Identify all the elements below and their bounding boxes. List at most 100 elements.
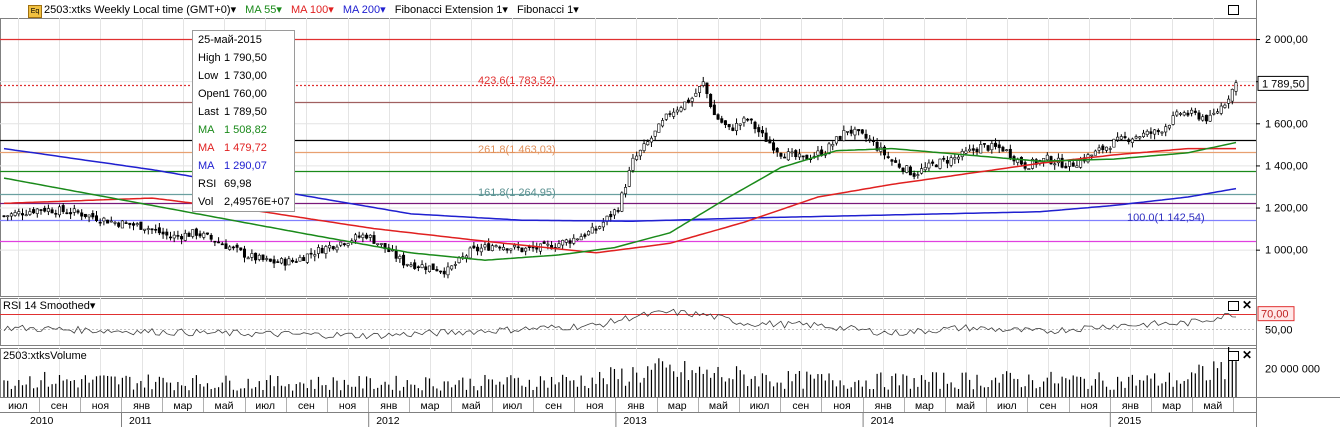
x-month-label: янв <box>875 400 892 412</box>
candle-body <box>664 113 668 120</box>
x-month-label: янв <box>133 400 150 412</box>
ma200-label[interactable]: MA 200 <box>342 4 381 16</box>
candle-body <box>1197 112 1201 120</box>
candle-body <box>790 151 794 154</box>
candle-body <box>472 245 476 249</box>
candle-body <box>194 228 198 236</box>
candle-body <box>261 254 265 261</box>
candle-body <box>857 129 861 132</box>
candle-body <box>938 158 942 169</box>
tooltip-row: MA 1 290,07 <box>198 160 267 172</box>
ma55-dropdown-icon[interactable]: ▾ <box>276 4 282 16</box>
candle-body <box>9 213 13 217</box>
candle-body <box>394 250 398 259</box>
rsi-value-tag <box>1257 306 1295 322</box>
candle-body <box>139 221 143 230</box>
candle-body <box>368 234 372 238</box>
candle-body <box>1175 111 1179 116</box>
x-month-label: ноя <box>1081 400 1098 412</box>
candle-body <box>672 111 676 117</box>
candle-body <box>1138 136 1142 139</box>
candle-body <box>50 209 54 214</box>
candle-body <box>76 210 80 213</box>
x-month-label: сен <box>51 400 68 412</box>
x-month-label: ноя <box>833 400 850 412</box>
fibonacci-dropdown-icon[interactable]: ▾ <box>573 4 579 16</box>
candle-body <box>213 240 217 243</box>
candle-body <box>191 229 195 237</box>
x-month-label: июл <box>503 400 523 412</box>
rsi-panel-title[interactable]: RSI 14 Smoothed▾ <box>3 300 96 312</box>
candle-body <box>649 137 653 143</box>
maximize-icon[interactable] <box>1228 5 1239 15</box>
candle-body <box>846 131 850 133</box>
volume-maximize-icon[interactable] <box>1228 351 1239 361</box>
candle-body <box>794 150 798 157</box>
candle-body <box>1001 146 1005 152</box>
x-month-label: май <box>215 400 234 412</box>
candle-body <box>416 266 420 268</box>
candle-body <box>20 213 24 216</box>
x-month-label: мар <box>1162 400 1181 412</box>
ma100-dropdown-icon[interactable]: ▾ <box>328 4 334 16</box>
candle-body <box>257 254 261 260</box>
candle-body <box>546 243 550 246</box>
candle-body <box>180 236 184 240</box>
candle-body <box>1164 126 1168 133</box>
candle-body <box>831 144 835 147</box>
data-tooltip: 25-май-2015 High 1 790,50 Low 1 730,00 Open 1… <box>192 30 295 212</box>
fib-extension-label[interactable]: Fibonacci Extension 1 <box>394 4 503 16</box>
candle-body <box>720 118 724 123</box>
candle-body <box>431 263 435 270</box>
ma100-label[interactable]: MA 100 <box>290 4 329 16</box>
candle-body <box>365 234 369 239</box>
candle-body <box>575 238 579 241</box>
candle-body <box>357 235 361 238</box>
candle-body <box>616 210 620 212</box>
candle-body <box>146 228 150 230</box>
ma55-label[interactable]: MA 55 <box>245 4 277 16</box>
candle-body <box>43 207 47 212</box>
x-year-label: 2012 <box>376 415 400 427</box>
candle-body <box>353 234 357 241</box>
candle-body <box>1123 136 1127 139</box>
rsi-maximize-icon[interactable] <box>1228 301 1239 311</box>
candle-body <box>1093 150 1097 156</box>
x-year-label: 2015 <box>1118 415 1142 427</box>
fibonacci-label[interactable]: Fibonacci 1 <box>516 4 574 16</box>
candle-body <box>143 228 147 231</box>
candle-body <box>1208 114 1212 122</box>
rsi-close-icon[interactable]: ✕ <box>1242 298 1253 312</box>
volume-tick-label: 20 000 000 <box>1265 363 1320 375</box>
candle-body <box>701 81 705 86</box>
candle-body <box>638 149 642 157</box>
candle-body <box>635 155 639 160</box>
candle-body <box>1193 110 1197 113</box>
fib-extension-dropdown-icon[interactable]: ▾ <box>502 4 508 16</box>
candle-body <box>1075 165 1079 168</box>
tooltip-row: RSI 69,98 <box>198 178 252 190</box>
volume-close-icon[interactable]: ✕ <box>1242 348 1253 362</box>
dropdown-icon[interactable]: ▾ <box>230 4 237 16</box>
candle-body <box>1219 105 1223 114</box>
candle-body <box>231 246 235 249</box>
candle-body <box>165 231 169 236</box>
candle-body <box>313 254 317 257</box>
candle-body <box>106 219 110 224</box>
candle-body <box>1145 130 1149 136</box>
candle-body <box>731 127 735 131</box>
panel-frame <box>0 18 1257 297</box>
candle-body <box>109 220 113 223</box>
x-month-label: мар <box>668 400 687 412</box>
fib-label-100: 100.0(1 142,54) <box>1127 212 1205 224</box>
candle-body <box>690 97 694 102</box>
candle-body <box>372 235 376 244</box>
symbol-label[interactable]: 2503:xtks Weekly Local time (GMT+0) <box>44 4 231 16</box>
chart-header: Eq 2503:xtks Weekly Local time (GMT+0)▾ M… <box>28 3 585 18</box>
candle-body <box>1227 98 1231 104</box>
candle-body <box>291 259 295 262</box>
candle-body <box>331 246 335 250</box>
candle-body <box>572 237 576 244</box>
ma200-dropdown-icon[interactable]: ▾ <box>380 4 386 16</box>
